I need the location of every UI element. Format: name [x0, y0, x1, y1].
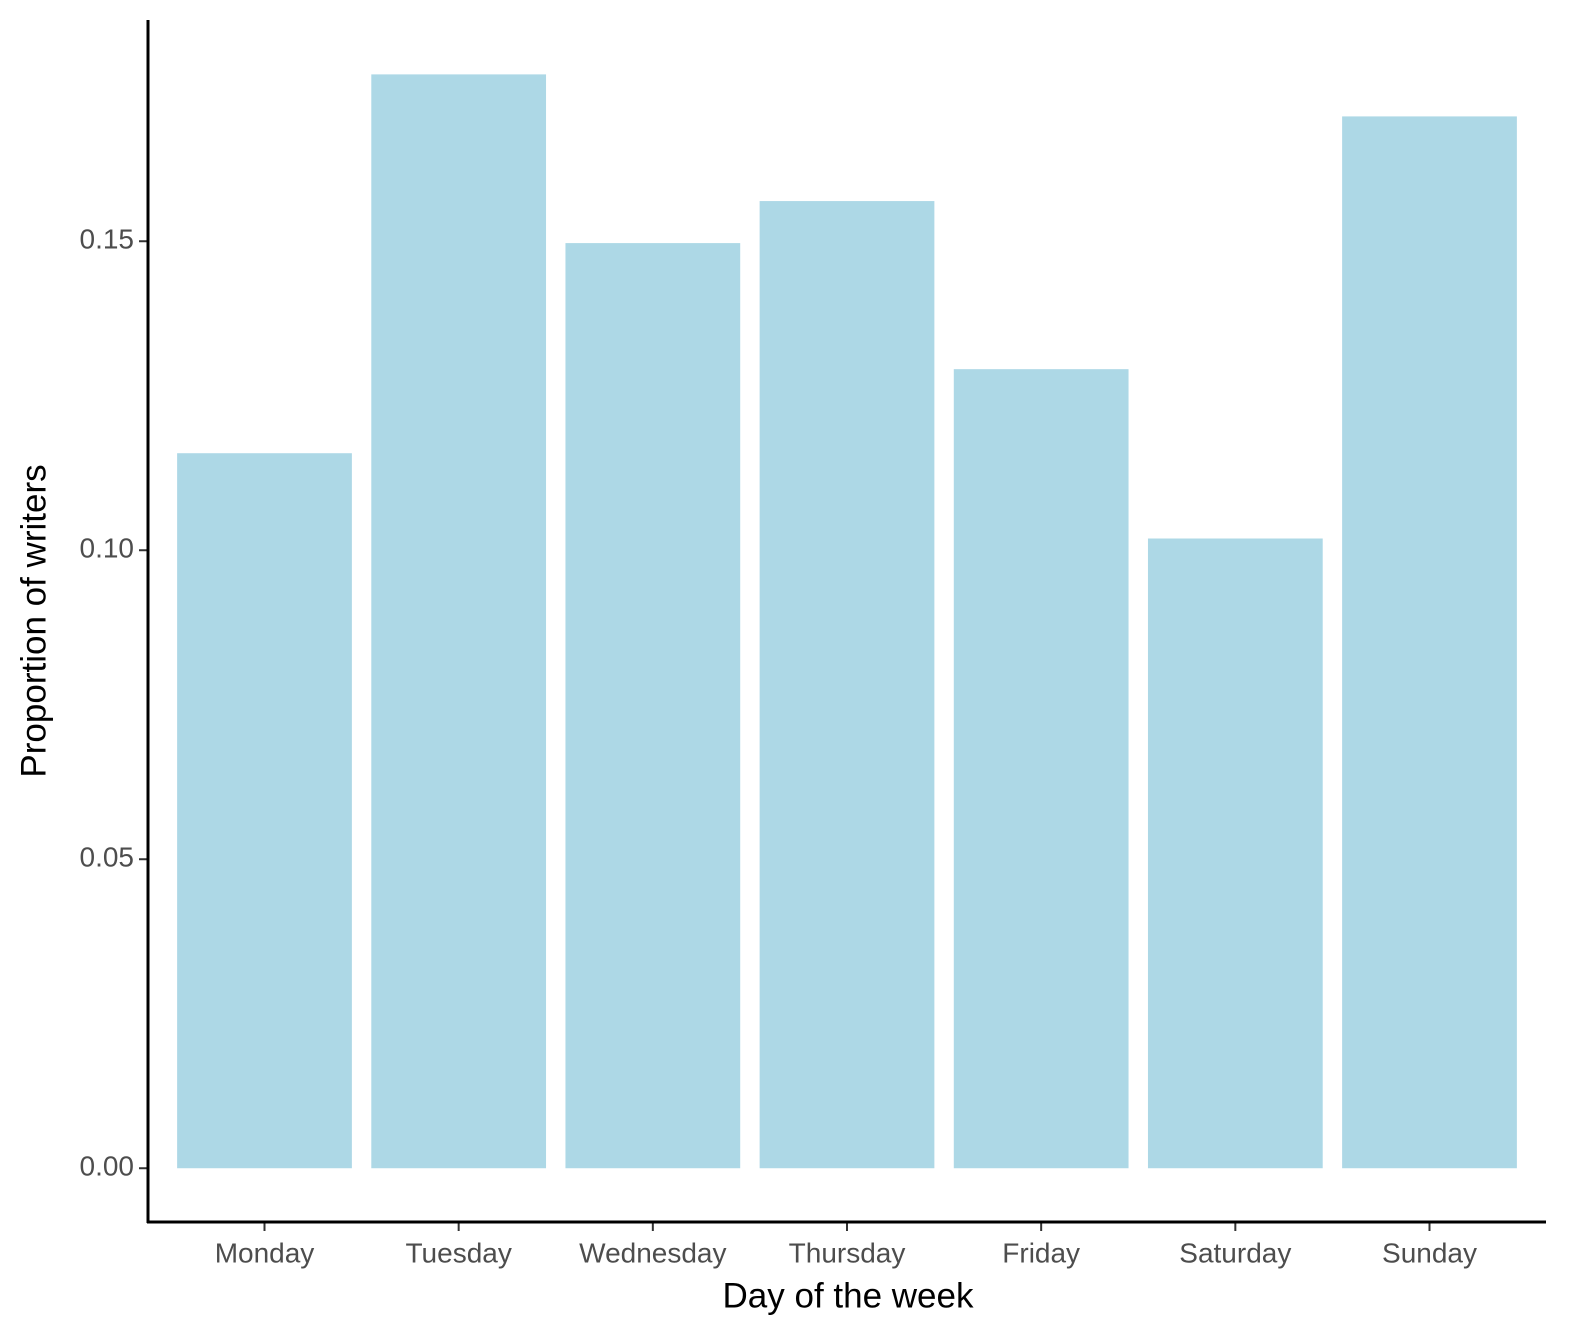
x-tick-label: Tuesday: [405, 1237, 511, 1268]
y-tick-label: 0.10: [80, 533, 135, 564]
x-tick-label: Monday: [215, 1237, 315, 1268]
y-tick-label: 0.05: [80, 842, 135, 873]
bar: [1342, 116, 1517, 1169]
x-axis-title: Day of the week: [723, 1276, 974, 1315]
bar: [177, 453, 352, 1169]
bar: [759, 201, 935, 1169]
y-tick-label: 0.15: [80, 224, 135, 255]
y-axis-title: Proportion of writers: [14, 464, 53, 777]
x-tick-label: Sunday: [1382, 1237, 1477, 1268]
bar: [1147, 538, 1323, 1169]
bar: [371, 74, 547, 1169]
x-tick-label: Thursday: [789, 1237, 906, 1268]
y-tick-label: 0.00: [80, 1151, 135, 1182]
bar: [565, 243, 741, 1169]
x-tick-label: Friday: [1002, 1237, 1080, 1268]
bar: [953, 369, 1129, 1169]
x-tick-label: Wednesday: [579, 1237, 726, 1268]
x-tick-label: Saturday: [1179, 1237, 1291, 1268]
